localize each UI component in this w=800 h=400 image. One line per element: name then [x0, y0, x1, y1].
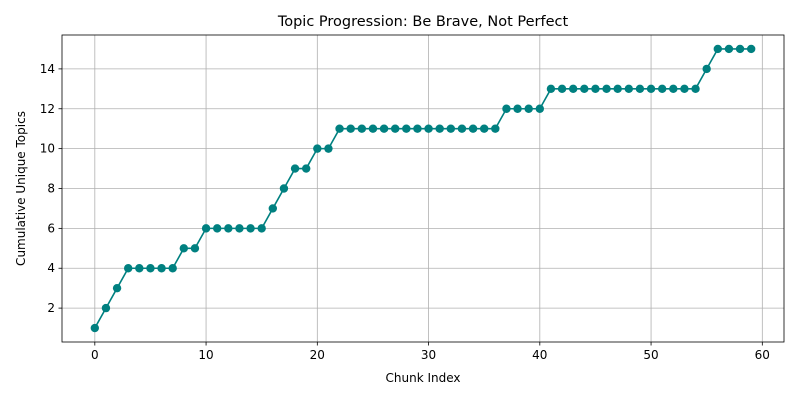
data-point	[513, 104, 522, 113]
data-point	[691, 84, 700, 94]
data-point	[713, 44, 723, 54]
data-point	[557, 84, 567, 94]
data-point	[290, 164, 300, 173]
data-point	[657, 84, 667, 94]
data-point	[735, 44, 745, 54]
data-point	[680, 84, 689, 94]
data-point	[212, 224, 222, 233]
data-point	[535, 104, 545, 113]
data-point	[724, 44, 734, 54]
data-point	[268, 204, 278, 213]
data-point	[502, 104, 511, 113]
data-point	[402, 124, 411, 133]
data-point	[179, 244, 189, 253]
data-point	[646, 84, 656, 94]
axis-ticks: 0 10 20 30 40 50 60 2 4 6 8 10 12 14	[40, 62, 770, 362]
data-point	[190, 244, 200, 253]
data-point	[101, 303, 111, 313]
y-tick-label: 2	[47, 301, 55, 315]
data-point	[591, 84, 600, 94]
x-tick-label: 30	[421, 348, 436, 362]
data-point	[613, 84, 622, 94]
data-point	[246, 224, 255, 233]
data-point	[135, 264, 144, 273]
data-point	[546, 84, 556, 94]
data-point	[746, 44, 756, 54]
data-point	[669, 84, 678, 94]
data-point	[313, 144, 322, 153]
x-tick-label: 40	[532, 348, 547, 362]
y-tick-label: 6	[47, 221, 55, 235]
data-point	[123, 264, 133, 273]
y-tick-label: 12	[40, 102, 55, 116]
data-point	[568, 84, 578, 94]
data-point	[368, 124, 378, 133]
data-point	[346, 124, 355, 133]
chart-title: Topic Progression: Be Brave, Not Perfect	[277, 14, 569, 30]
data-point	[301, 164, 311, 173]
y-tick-label: 14	[40, 62, 55, 76]
data-point	[279, 184, 289, 193]
data-point	[146, 264, 155, 273]
x-tick-label: 20	[310, 348, 325, 362]
data-point	[335, 124, 344, 133]
x-axis-label: Chunk Index	[386, 371, 461, 385]
series-group	[90, 44, 756, 333]
data-point	[224, 224, 233, 233]
data-point	[524, 104, 533, 113]
data-point	[491, 124, 500, 133]
data-point	[435, 124, 444, 133]
data-point	[324, 144, 333, 153]
data-point	[479, 124, 489, 133]
data-point	[624, 84, 634, 94]
data-point	[390, 124, 400, 133]
y-axis-label: Cumulative Unique Topics	[14, 111, 28, 266]
data-point	[413, 124, 422, 133]
y-tick-label: 4	[47, 261, 55, 275]
data-point	[446, 124, 456, 133]
data-point	[235, 224, 244, 233]
data-point	[357, 124, 367, 133]
data-point	[168, 264, 177, 273]
data-point	[702, 64, 711, 74]
data-point	[424, 124, 433, 133]
data-point	[468, 124, 478, 133]
x-tick-label: 0	[91, 348, 99, 362]
x-tick-label: 60	[755, 348, 770, 362]
y-tick-label: 8	[47, 182, 55, 196]
y-tick-label: 10	[40, 142, 55, 156]
data-point	[257, 224, 266, 233]
data-point	[379, 124, 389, 133]
data-point	[457, 124, 467, 133]
data-point	[90, 323, 100, 333]
data-point	[635, 84, 645, 94]
data-point	[201, 224, 211, 233]
x-tick-label: 50	[643, 348, 658, 362]
data-point	[157, 264, 166, 273]
x-tick-label: 10	[198, 348, 213, 362]
data-point	[112, 283, 122, 293]
grid	[62, 35, 784, 342]
data-point	[602, 84, 611, 94]
data-point	[580, 84, 589, 94]
